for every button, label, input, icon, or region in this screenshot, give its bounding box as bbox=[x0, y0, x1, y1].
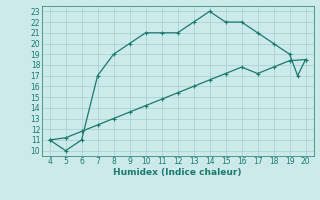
X-axis label: Humidex (Indice chaleur): Humidex (Indice chaleur) bbox=[113, 168, 242, 177]
